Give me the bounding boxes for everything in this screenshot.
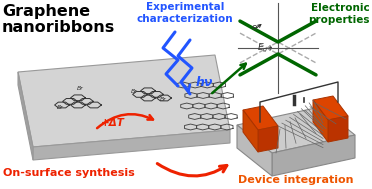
Polygon shape bbox=[33, 130, 230, 160]
Polygon shape bbox=[328, 116, 348, 142]
Text: Graphene: Graphene bbox=[2, 4, 90, 19]
Polygon shape bbox=[237, 107, 355, 153]
Polygon shape bbox=[272, 135, 355, 176]
Text: Experimental
characterization: Experimental characterization bbox=[137, 2, 233, 24]
FancyArrowPatch shape bbox=[157, 163, 227, 176]
Polygon shape bbox=[18, 55, 230, 147]
Text: Electronic
properties: Electronic properties bbox=[308, 3, 370, 25]
Text: hν: hν bbox=[196, 75, 214, 88]
Text: nanoribbons: nanoribbons bbox=[2, 20, 115, 35]
Text: On-surface synthesis: On-surface synthesis bbox=[3, 168, 135, 178]
Text: e⁻: e⁻ bbox=[252, 23, 262, 33]
Text: Br: Br bbox=[77, 86, 84, 91]
Polygon shape bbox=[313, 100, 328, 142]
Polygon shape bbox=[243, 106, 278, 130]
FancyArrowPatch shape bbox=[212, 64, 246, 93]
Text: Br: Br bbox=[160, 97, 167, 102]
Polygon shape bbox=[243, 110, 258, 152]
Text: Br: Br bbox=[131, 89, 138, 94]
Text: $E_g$: $E_g$ bbox=[257, 41, 268, 55]
Polygon shape bbox=[313, 96, 348, 120]
Polygon shape bbox=[18, 72, 33, 160]
Text: Br: Br bbox=[57, 105, 64, 110]
Polygon shape bbox=[237, 125, 272, 176]
Polygon shape bbox=[258, 126, 278, 152]
FancyArrowPatch shape bbox=[97, 114, 153, 128]
Text: Device integration: Device integration bbox=[238, 175, 354, 185]
Text: +ΔT: +ΔT bbox=[101, 118, 125, 128]
